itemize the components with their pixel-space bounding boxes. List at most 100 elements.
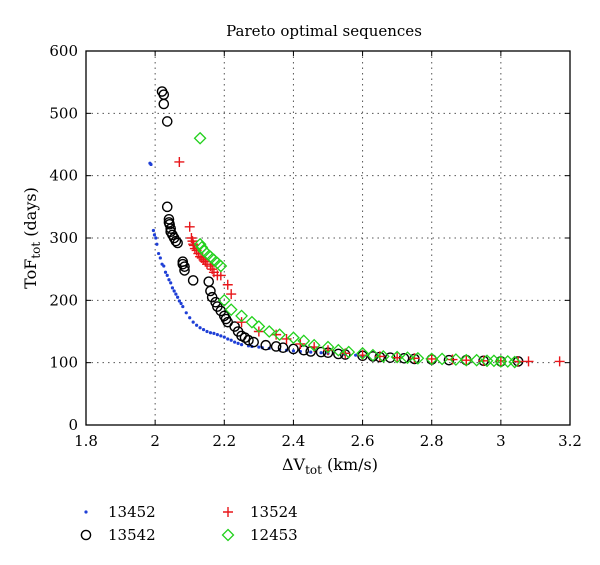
data-point xyxy=(188,316,192,320)
data-point xyxy=(184,221,195,232)
legend-marker-13524 xyxy=(223,507,233,517)
data-point xyxy=(208,331,213,335)
data-point xyxy=(157,251,161,256)
data-point xyxy=(226,337,230,341)
data-point xyxy=(229,338,233,342)
data-point xyxy=(236,341,240,345)
data-point xyxy=(366,348,380,362)
data-point xyxy=(179,261,190,272)
x-axis-label-main: ΔV xyxy=(282,455,306,474)
x-tick-label: 2.8 xyxy=(420,432,444,450)
y-axis-label: ToFtot (days) xyxy=(21,187,43,289)
data-point xyxy=(426,353,437,364)
data-point xyxy=(165,273,169,277)
data-point xyxy=(161,201,173,213)
series-12453 xyxy=(193,131,522,369)
data-point xyxy=(257,345,261,349)
data-point xyxy=(172,289,176,293)
data-point xyxy=(233,340,237,344)
legend-marker-13452 xyxy=(84,510,88,514)
data-point xyxy=(315,346,327,358)
data-point xyxy=(245,315,259,329)
x-tick-label: 2.4 xyxy=(281,432,305,450)
data-point xyxy=(392,352,403,363)
data-point xyxy=(401,351,414,365)
y-tick-label: 0 xyxy=(68,416,78,434)
series-13542 xyxy=(156,86,524,367)
data-point xyxy=(435,352,449,366)
data-point xyxy=(193,237,207,251)
data-point xyxy=(174,156,185,167)
data-point xyxy=(170,286,175,290)
legend-label-13524: 13524 xyxy=(250,503,298,521)
data-point xyxy=(219,334,223,338)
data-point xyxy=(184,311,188,315)
data-point xyxy=(193,131,207,145)
data-point xyxy=(449,353,463,366)
data-point xyxy=(425,352,439,366)
data-point xyxy=(215,333,219,337)
data-point xyxy=(277,342,289,354)
legend-marker-13542 xyxy=(80,529,92,541)
data-point xyxy=(291,349,296,353)
x-axis-label-subscript: tot xyxy=(305,463,322,477)
data-point xyxy=(235,309,248,323)
data-point xyxy=(201,328,206,332)
data-point xyxy=(354,353,358,357)
data-points xyxy=(148,86,565,369)
data-point xyxy=(390,350,404,364)
data-point xyxy=(447,354,458,365)
data-point xyxy=(376,350,390,363)
data-point xyxy=(158,256,162,260)
data-point xyxy=(222,335,226,339)
data-point xyxy=(409,353,420,364)
data-point xyxy=(239,332,251,344)
x-tick-label: 2.2 xyxy=(212,432,236,450)
data-point xyxy=(158,98,170,110)
data-point xyxy=(287,331,300,345)
data-point xyxy=(162,264,166,268)
y-tick-label: 100 xyxy=(49,354,78,372)
y-tick-label: 500 xyxy=(49,104,78,122)
legend-marker-shape xyxy=(80,529,92,541)
data-point xyxy=(200,256,211,267)
data-point xyxy=(288,343,299,355)
data-point xyxy=(154,236,158,240)
data-point xyxy=(158,89,170,100)
legend-item-13524: 13524 xyxy=(223,503,298,521)
chart-title: Pareto optimal sequences xyxy=(226,22,422,40)
data-point xyxy=(174,292,178,296)
data-point xyxy=(179,301,183,306)
data-point xyxy=(319,351,323,355)
data-point xyxy=(161,116,173,127)
data-point xyxy=(321,340,335,354)
data-point xyxy=(459,353,473,367)
data-point xyxy=(508,355,522,369)
legend-item-13452: 13452 xyxy=(84,503,156,521)
legend-marker-shape xyxy=(223,507,233,517)
y-axis-label-unit: (days) xyxy=(21,187,40,242)
data-point xyxy=(260,339,272,351)
data-point xyxy=(307,338,321,352)
axis-ticks: 1.8 2 2.2 2.4 2.6 2.8 3 3.2 0 100 200 300 400 500 600 xyxy=(49,42,582,450)
data-point xyxy=(203,276,215,287)
data-point xyxy=(323,345,333,356)
data-point xyxy=(176,295,180,299)
data-point xyxy=(478,355,489,366)
data-point xyxy=(177,258,189,270)
data-point xyxy=(205,329,209,334)
data-point xyxy=(495,355,506,366)
data-point xyxy=(461,355,472,366)
x-axis-label: ΔVtot (km/s) xyxy=(282,455,378,477)
data-point xyxy=(179,265,190,276)
data-point xyxy=(198,326,202,330)
y-axis-label-main: ToF xyxy=(21,259,40,289)
y-tick-label: 300 xyxy=(49,229,78,247)
x-axis-label-unit: (km/s) xyxy=(322,455,378,474)
grid xyxy=(86,51,570,425)
legend-item-13542: 13542 xyxy=(80,526,156,544)
data-point xyxy=(164,218,175,230)
data-point xyxy=(239,342,244,347)
data-point xyxy=(212,331,216,335)
